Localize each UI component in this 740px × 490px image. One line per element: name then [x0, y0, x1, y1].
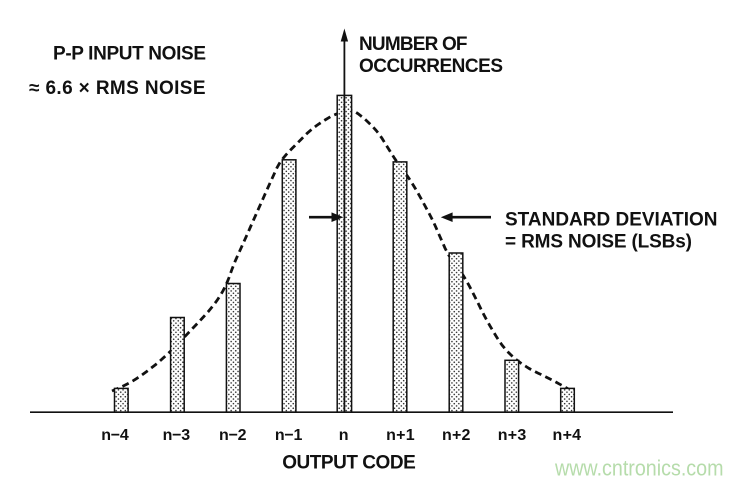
svg-text:n: n	[339, 427, 349, 444]
svg-text:P-P INPUT NOISE: P-P INPUT NOISE	[53, 43, 206, 64]
svg-text:OCCURRENCES: OCCURRENCES	[359, 56, 503, 77]
svg-text:≈ 6.6 × RMS NOISE: ≈ 6.6 × RMS NOISE	[29, 78, 206, 99]
svg-text:n+4: n+4	[553, 427, 582, 444]
svg-text:n−1: n−1	[275, 427, 303, 444]
svg-text:n−4: n−4	[101, 427, 129, 444]
svg-text:n+3: n+3	[498, 427, 527, 444]
svg-text:n−3: n−3	[163, 427, 191, 444]
svg-text:n+2: n+2	[442, 427, 471, 444]
svg-text:STANDARD DEVIATION: STANDARD DEVIATION	[505, 210, 718, 231]
svg-text:www.cntronics.com: www.cntronics.com	[554, 456, 723, 481]
svg-text:= RMS NOISE (LSBs): = RMS NOISE (LSBs)	[505, 232, 692, 253]
svg-text:OUTPUT CODE: OUTPUT CODE	[282, 453, 416, 474]
svg-text:n+1: n+1	[386, 427, 415, 444]
svg-text:NUMBER OF: NUMBER OF	[359, 34, 468, 55]
svg-text:n−2: n−2	[219, 427, 247, 444]
